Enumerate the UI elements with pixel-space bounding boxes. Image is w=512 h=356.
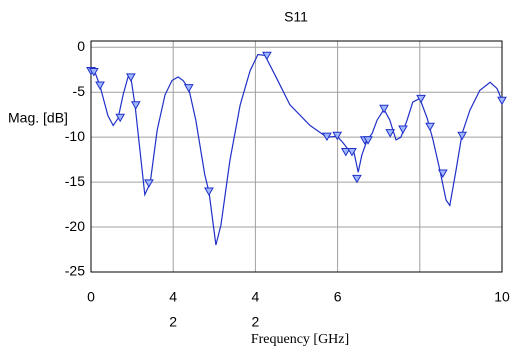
- marker: [262, 51, 272, 61]
- x-axis-label: Frequency [GHz]: [251, 332, 349, 347]
- marker: [340, 147, 351, 157]
- marker: [332, 131, 343, 141]
- marker: [398, 125, 408, 134]
- x-tick-label: 10: [494, 289, 510, 305]
- marker: [347, 147, 357, 157]
- marker: [497, 96, 507, 106]
- x-tick-label: 2: [252, 314, 260, 330]
- y-tick-label: 0: [77, 38, 85, 54]
- marker: [204, 187, 214, 197]
- x-tick-label: 0: [87, 289, 95, 305]
- marker: [352, 174, 362, 184]
- y-tick-label: -25: [65, 263, 85, 279]
- line: [90, 53, 503, 246]
- marker: [363, 136, 373, 145]
- marker: [457, 131, 467, 141]
- x-tick-label: 4: [252, 289, 260, 305]
- chart-title: S11: [284, 9, 308, 25]
- y-tick-label: -5: [73, 83, 86, 99]
- marker: [130, 101, 141, 110]
- marker: [379, 104, 389, 114]
- marker: [126, 73, 136, 82]
- marker: [89, 67, 99, 77]
- marker: [183, 84, 194, 93]
- marker: [95, 81, 105, 90]
- marker: [385, 129, 396, 138]
- y-axis-label: Mag. [dB]: [8, 110, 68, 126]
- x-tick-label: 2: [169, 314, 177, 330]
- plot-frame: [90, 40, 503, 273]
- marker: [437, 169, 448, 179]
- marker: [144, 179, 154, 188]
- marker: [322, 132, 332, 142]
- y-tick-label: -15: [65, 173, 85, 189]
- marker: [425, 122, 435, 132]
- marker: [416, 94, 426, 104]
- x-tick-label: 6: [334, 289, 342, 305]
- marker: [115, 113, 126, 123]
- x-tick-label: 4: [169, 289, 177, 305]
- y-tick-label: -10: [65, 128, 85, 144]
- y-tick-label: -20: [65, 218, 85, 234]
